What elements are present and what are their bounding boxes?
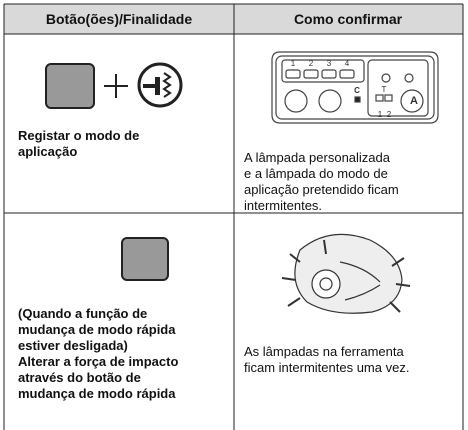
purpose-text: estiver desligada) <box>18 338 128 353</box>
tool-illustration <box>281 233 411 314</box>
purpose-text: (Quando a função de <box>18 306 147 321</box>
confirm-text: e a lâmpada do modo de <box>244 166 388 181</box>
confirm-text: ficam intermitentes uma vez. <box>244 360 409 375</box>
button-icons <box>45 62 183 109</box>
header-cell: Como confirmar <box>294 11 403 27</box>
panel-label: 4 <box>345 59 350 68</box>
control-panel <box>271 51 439 124</box>
panel-label: C <box>354 86 360 95</box>
purpose-text: aplicação <box>18 144 77 159</box>
panel-label: 2 <box>387 110 392 119</box>
panel-label: 3 <box>327 59 332 68</box>
purpose-text: mudança de modo rápida <box>18 386 176 401</box>
purpose-text: mudança de modo rápida <box>18 322 176 337</box>
panel-label: 2 <box>309 59 314 68</box>
confirm-text: aplicação pretendido ficam <box>244 182 399 197</box>
button-icon <box>121 237 169 281</box>
panel-label: T <box>382 85 387 94</box>
grid <box>3 3 464 430</box>
header-cell: Botão(ões)/Finalidade <box>46 11 192 27</box>
confirm-text: As lâmpadas na ferramenta <box>244 344 404 359</box>
panel-label: 1 <box>291 59 296 68</box>
confirm-text: intermitentes. <box>244 198 322 213</box>
purpose-text: através do botão de <box>18 370 141 385</box>
panel-label: A <box>410 95 418 107</box>
purpose-text: Alterar a força de impacto <box>18 354 178 369</box>
panel-label: 1 <box>378 110 383 119</box>
confirm-text: A lâmpada personalizada <box>244 150 391 165</box>
purpose-text: Registar o modo de <box>18 128 139 143</box>
